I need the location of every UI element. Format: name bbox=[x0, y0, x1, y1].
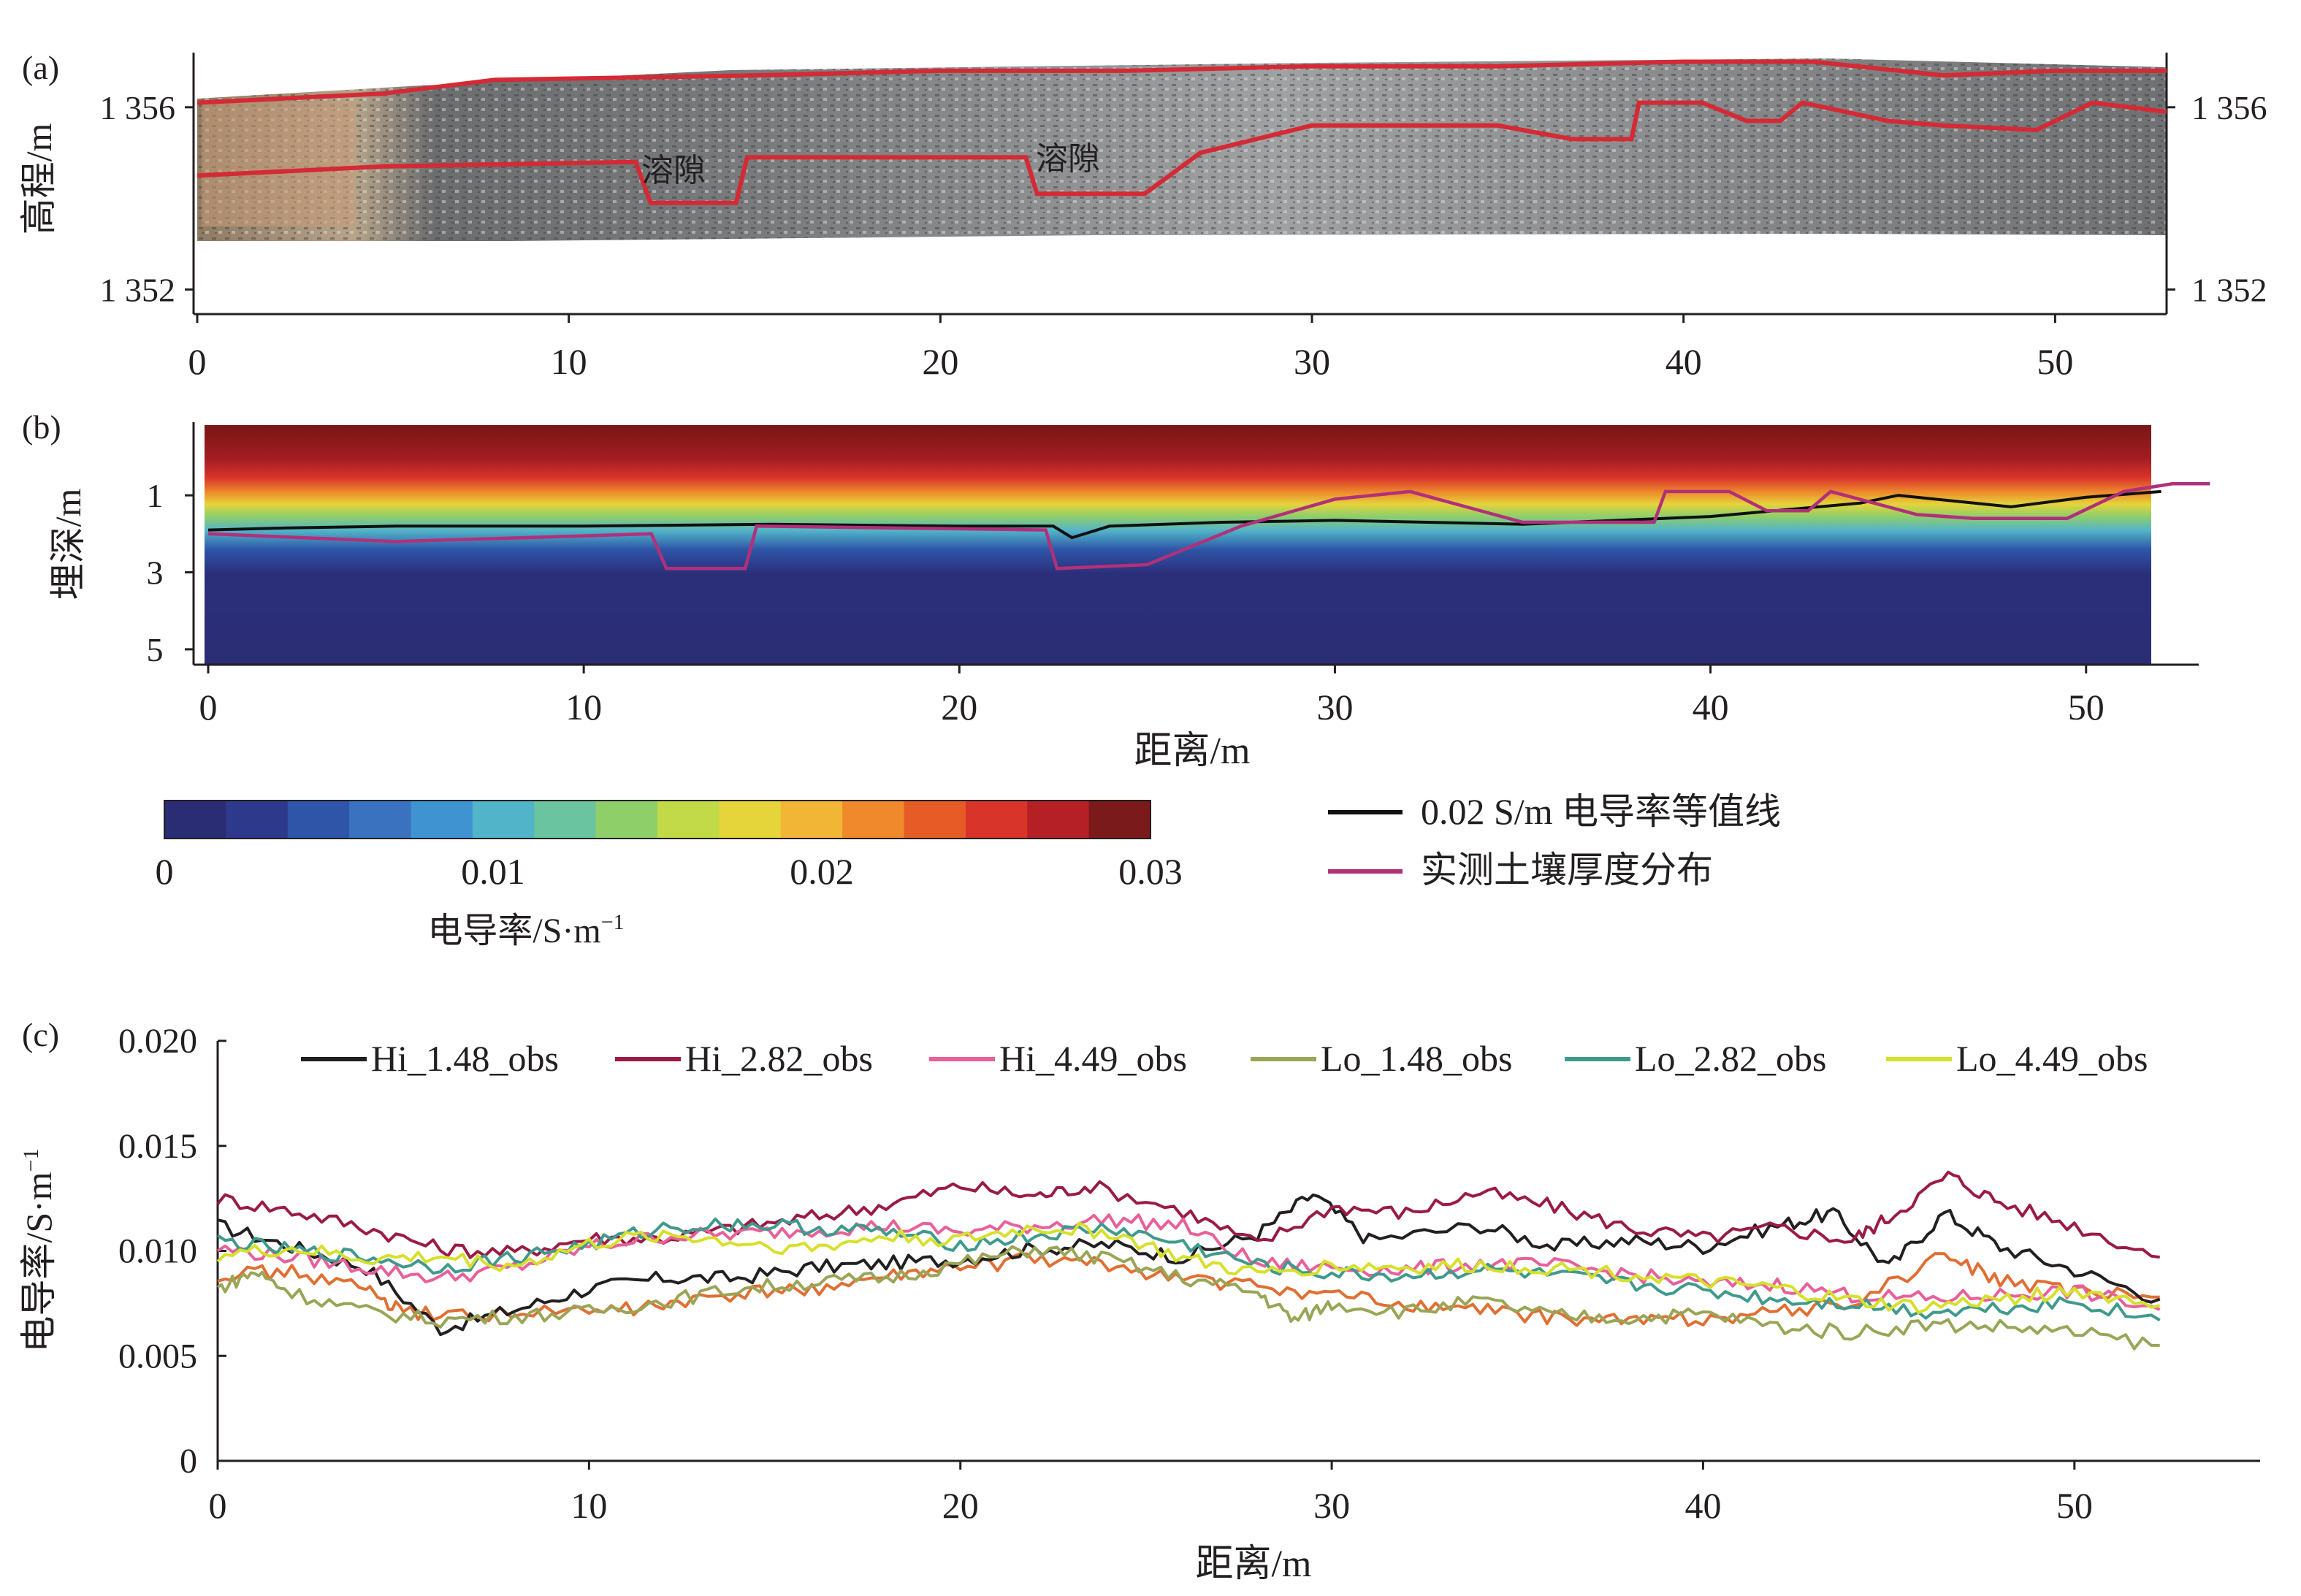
panel-c-ylabel: 电导率/S·m−1 bbox=[18, 1148, 59, 1352]
panel-a-boundaries bbox=[196, 59, 2167, 205]
panel-a-ytick-label-left: 1 356 bbox=[100, 89, 176, 126]
colorbar bbox=[164, 800, 1151, 839]
panel-b-ytick-label: 5 bbox=[147, 631, 164, 668]
panel-a-xtick-label: 50 bbox=[2037, 341, 2073, 382]
panel-b-xtick-label: 0 bbox=[199, 687, 218, 728]
panel-c-line-lo-2-82-obs bbox=[216, 1217, 2161, 1322]
colorbar-swatch bbox=[657, 801, 720, 839]
panel-b-xtick-label: 10 bbox=[565, 687, 602, 728]
panel-a-photo bbox=[197, 58, 2167, 241]
colorbar-tick-label: 0 bbox=[156, 851, 174, 892]
panel-a-annotation-2: 溶隙 bbox=[1036, 141, 1100, 177]
colorbar-label: 电导率/S·m−1 bbox=[427, 910, 624, 950]
panel-b-xtick-label: 50 bbox=[2068, 687, 2105, 728]
panel-a-annotation-1: 溶隙 bbox=[641, 153, 706, 188]
colorbar-swatch bbox=[965, 801, 1028, 839]
colorbar-frame bbox=[164, 800, 1151, 839]
panel-a-axes bbox=[192, 53, 2168, 316]
panel-c-legend-label: Hi_4.49_obs bbox=[999, 1038, 1187, 1079]
legend-b-contour-label: 0.02 S/m 电导率等值线 bbox=[1421, 791, 1781, 832]
colorbar-swatch bbox=[1027, 801, 1090, 839]
panel-c-xtick-label: 30 bbox=[1313, 1485, 1350, 1526]
panel-b-thickness-line bbox=[207, 482, 2210, 570]
panel-a-label: (a) bbox=[22, 49, 59, 86]
panel-a-ytick-label-right: 1 352 bbox=[2191, 271, 2267, 308]
panel-a-xtick-label: 20 bbox=[922, 341, 958, 382]
panel-c-label: (c) bbox=[22, 1016, 59, 1053]
panel-b-x-axis: 0 10 20 30 40 50 bbox=[199, 665, 2105, 728]
colorbar-swatch bbox=[349, 801, 411, 839]
panel-a-x-axis: 0 10 20 30 40 50 bbox=[188, 314, 2073, 382]
panel-b-lines bbox=[207, 482, 2210, 570]
panel-c-legend-label: Hi_2.82_obs bbox=[685, 1038, 873, 1079]
colorbar-tick-label: 0.02 bbox=[790, 851, 854, 892]
panel-c-ytick-label: 0.020 bbox=[118, 1022, 197, 1061]
panel-a-boundary-1 bbox=[196, 59, 2167, 105]
panel-c-ytick-label: 0.015 bbox=[118, 1127, 197, 1166]
legend-b-thickness-label: 实测土壤厚度分布 bbox=[1421, 849, 1713, 890]
panel-c-xlabel: 距离/m bbox=[1196, 1543, 1312, 1585]
panel-c-legend-label: Lo_2.82_obs bbox=[1635, 1038, 1827, 1079]
panel-c-line-lo-4-49-obs bbox=[216, 1221, 2161, 1315]
legend-b: 0.02 S/m 电导率等值线 实测土壤厚度分布 bbox=[1328, 791, 1781, 890]
panel-b-xtick-label: 40 bbox=[1693, 687, 1729, 728]
panel-c-y-axis: 0 0.005 0.010 0.015 0.020 bbox=[118, 1022, 226, 1481]
panel-a-ylabel: 高程/m bbox=[18, 123, 59, 235]
colorbar-swatch bbox=[842, 801, 904, 839]
colorbar-swatch bbox=[287, 801, 350, 839]
panel-b-label: (b) bbox=[22, 408, 61, 446]
panel-a-xtick-label: 10 bbox=[551, 341, 587, 382]
panel-c-xtick-label: 40 bbox=[1684, 1485, 1721, 1526]
panel-c-line-hi-1-48-obs bbox=[217, 1193, 2161, 1337]
panel-b-ytick-label: 1 bbox=[147, 477, 164, 514]
panel-a-ytick-label-right: 1 356 bbox=[2191, 89, 2267, 126]
panel-b-xtick-label: 20 bbox=[941, 687, 977, 728]
colorbar-swatch bbox=[411, 801, 473, 839]
colorbar-swatch bbox=[780, 801, 843, 839]
panel-a-ytick-label-left: 1 352 bbox=[100, 271, 176, 308]
colorbar-swatch bbox=[719, 801, 782, 839]
panel-c-legend-label: Lo_4.49_obs bbox=[1956, 1038, 2148, 1079]
panel-c-line-lo-1-48-obs bbox=[216, 1245, 2160, 1351]
panel-a-xtick-label: 0 bbox=[188, 341, 207, 382]
panel-c-legend-label: Hi_1.48_obs bbox=[371, 1038, 559, 1079]
panel-c-x-axis: 0 10 20 30 40 50 bbox=[209, 1461, 2093, 1526]
colorbar-swatch bbox=[164, 801, 226, 839]
panel-a-xtick-label: 40 bbox=[1665, 341, 1702, 382]
panel-b-xtick-label: 30 bbox=[1316, 687, 1353, 728]
panel-c-lines bbox=[216, 1170, 2161, 1351]
panel-b-axes bbox=[192, 422, 2199, 666]
panel-c-legend: Hi_1.48_obs Hi_2.82_obs Hi_4.49_obs Lo_1.48… bbox=[301, 1038, 2148, 1079]
colorbar-ticks: 0 0.01 0.02 0.03 bbox=[156, 851, 1183, 892]
panel-b-y-axis: 1 3 5 bbox=[147, 477, 194, 668]
colorbar-swatch bbox=[904, 801, 966, 839]
colorbar-tick-label: 0.01 bbox=[461, 851, 525, 892]
colorbar-swatch bbox=[595, 801, 658, 839]
colorbar-swatch bbox=[472, 801, 535, 839]
panel-b-contour-line bbox=[207, 489, 2161, 540]
colorbar-swatch bbox=[1088, 801, 1151, 839]
panel-c-xtick-label: 20 bbox=[942, 1485, 979, 1526]
colorbar-swatch bbox=[534, 801, 597, 839]
panel-a-boundary-2 bbox=[196, 100, 2167, 205]
panel-c-legend-label: Lo_1.48_obs bbox=[1321, 1038, 1513, 1079]
panel-b-ylabel: 埋深/m bbox=[47, 489, 88, 600]
panel-c-xtick-label: 10 bbox=[571, 1485, 607, 1526]
panel-b-xlabel: 距离/m bbox=[1134, 730, 1251, 772]
panel-a-xtick-label: 30 bbox=[1294, 341, 1330, 382]
colorbar-tick-label: 0.03 bbox=[1118, 851, 1183, 892]
colorbar-swatch bbox=[226, 801, 289, 839]
panel-c-ytick-label: 0.005 bbox=[118, 1337, 197, 1375]
panel-c-xtick-label: 50 bbox=[2056, 1485, 2093, 1526]
panel-c-ytick-label: 0.010 bbox=[118, 1232, 197, 1271]
panel-b-heatmap bbox=[205, 425, 2151, 665]
panel-c-ytick-label: 0 bbox=[180, 1442, 197, 1481]
panel-c-xtick-label: 0 bbox=[209, 1485, 227, 1526]
panel-b-ytick-label: 3 bbox=[147, 554, 164, 592]
panel-a-y-axis: 1 356 1 352 1 356 1 352 bbox=[100, 89, 2267, 308]
